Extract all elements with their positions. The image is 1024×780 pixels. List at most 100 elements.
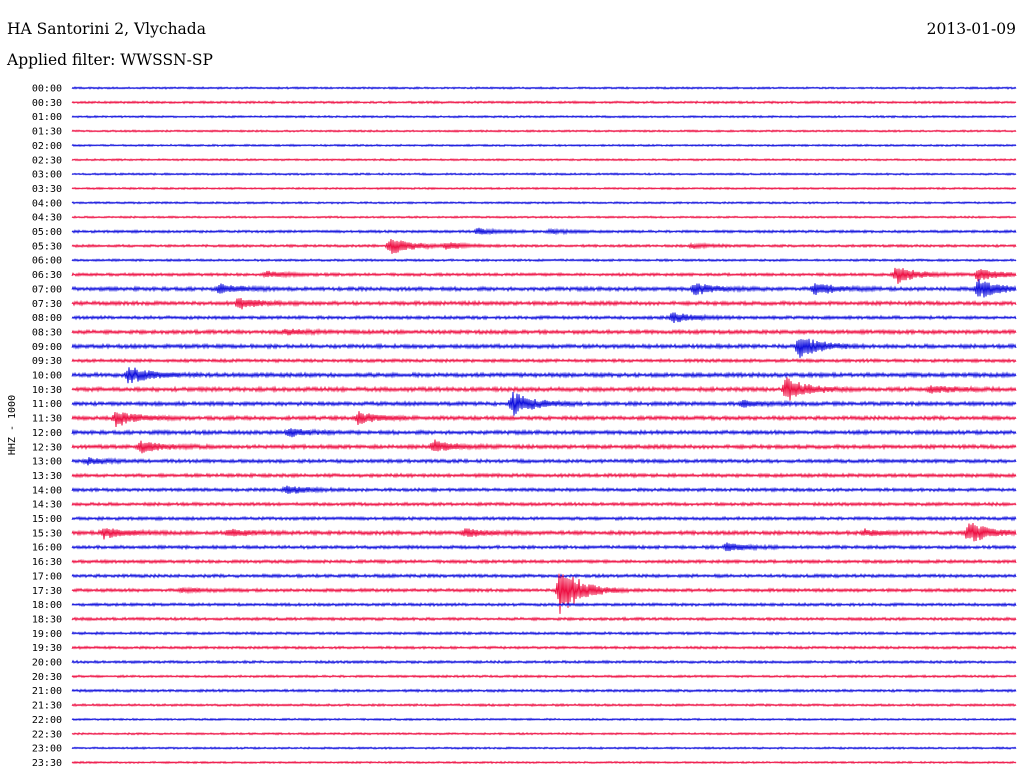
- seismic-trace-0130: [71, 129, 1017, 133]
- time-label: 02:00: [32, 141, 62, 152]
- seismic-trace-0030: [71, 100, 1017, 105]
- time-label: 10:00: [32, 371, 62, 382]
- seismic-trace-0330: [71, 186, 1017, 191]
- seismic-trace-0000: [71, 86, 1017, 90]
- seismic-trace-1100: [71, 391, 1017, 416]
- time-label: 10:30: [32, 385, 62, 396]
- y-axis-label: HHZ - 1000: [7, 395, 18, 455]
- time-label: 08:30: [32, 327, 62, 338]
- time-label: 13:00: [32, 457, 62, 468]
- time-label: 19:00: [32, 629, 62, 640]
- time-label: 13:30: [32, 471, 62, 482]
- station-title: HA Santorini 2, Vlychada: [7, 20, 206, 38]
- time-label: 16:30: [32, 557, 62, 568]
- seismic-trace-1430: [71, 501, 1017, 508]
- seismic-trace-2100: [71, 688, 1017, 694]
- seismic-trace-0230: [71, 157, 1017, 162]
- seismic-trace-2300: [71, 746, 1017, 751]
- time-label: 20:30: [32, 672, 62, 683]
- time-label: 06:00: [32, 256, 62, 267]
- seismic-trace-1130: [71, 411, 1017, 428]
- seismic-trace-0800: [71, 312, 1017, 323]
- time-label: 22:00: [32, 715, 62, 726]
- seismic-trace-1330: [71, 472, 1017, 479]
- seismic-trace-1500: [71, 515, 1017, 522]
- time-label: 05:00: [32, 227, 62, 238]
- time-label: 09:00: [32, 342, 62, 353]
- date-label: 2013-01-09: [926, 20, 1016, 38]
- seismic-trace-2030: [71, 674, 1017, 679]
- seismic-trace-0400: [71, 200, 1017, 205]
- time-label: 00:30: [32, 98, 62, 109]
- seismic-trace-0930: [71, 357, 1017, 364]
- time-label: 07:30: [32, 299, 62, 310]
- seismic-trace-1630: [71, 558, 1017, 565]
- seismic-trace-0730: [71, 298, 1017, 310]
- seismic-trace-0530: [71, 239, 1017, 254]
- seismic-trace-0300: [71, 172, 1017, 177]
- seismic-trace-1900: [71, 630, 1017, 636]
- seismic-trace-1000: [71, 367, 1017, 384]
- time-label: 01:00: [32, 112, 62, 123]
- time-label: 18:00: [32, 600, 62, 611]
- seismic-trace-2130: [71, 702, 1017, 708]
- seismic-traces: [71, 86, 1017, 765]
- seismic-trace-1530: [71, 522, 1017, 542]
- seismic-trace-2230: [71, 731, 1017, 736]
- time-label: 11:30: [32, 414, 62, 425]
- seismic-trace-1700: [71, 572, 1017, 579]
- seismic-trace-1600: [71, 542, 1017, 552]
- seismic-trace-1930: [71, 645, 1017, 651]
- time-label: 23:00: [32, 744, 62, 755]
- filter-label: Applied filter: WWSSN-SP: [7, 51, 213, 69]
- time-label: 14:30: [32, 500, 62, 511]
- time-label: 20:00: [32, 658, 62, 669]
- time-label: 15:00: [32, 514, 62, 525]
- time-label: 12:30: [32, 442, 62, 453]
- time-label: 14:00: [32, 485, 62, 496]
- time-label: 18:30: [32, 614, 62, 625]
- seismic-trace-1800: [71, 601, 1017, 608]
- time-label: 09:30: [32, 356, 62, 367]
- seismic-trace-1200: [71, 428, 1017, 438]
- time-label: 15:30: [32, 528, 62, 539]
- time-label: 19:30: [32, 643, 62, 654]
- time-label: 01:30: [32, 127, 62, 138]
- time-label: 21:30: [32, 701, 62, 712]
- time-label: 12:00: [32, 428, 62, 439]
- time-label: 22:30: [32, 729, 62, 740]
- seismic-trace-0200: [71, 143, 1017, 148]
- time-label: 04:00: [32, 198, 62, 209]
- time-label: 21:00: [32, 686, 62, 697]
- seismic-trace-0630: [71, 267, 1017, 284]
- seismic-trace-2000: [71, 659, 1017, 665]
- seismic-trace-0700: [71, 279, 1017, 298]
- time-label: 17:30: [32, 586, 62, 597]
- time-label: 07:00: [32, 284, 62, 295]
- seismic-trace-0900: [71, 338, 1017, 358]
- seismic-trace-2330: [71, 760, 1017, 765]
- time-label: 06:30: [32, 270, 62, 281]
- time-label: 00:00: [32, 84, 62, 95]
- seismic-trace-2200: [71, 717, 1017, 722]
- time-label: 17:00: [32, 571, 62, 582]
- seismic-trace-0430: [71, 215, 1017, 219]
- seismic-trace-1300: [71, 457, 1017, 466]
- seismic-trace-1730: [71, 573, 1017, 614]
- time-label: 04:30: [32, 213, 62, 224]
- seismic-trace-0600: [71, 258, 1017, 263]
- seismic-trace-1400: [71, 485, 1017, 494]
- seismic-trace-1230: [71, 439, 1017, 454]
- seismic-trace-1030: [71, 377, 1017, 401]
- time-label: 02:30: [32, 155, 62, 166]
- seismic-trace-1830: [71, 616, 1017, 622]
- time-labels: 00:00 00:30 01:00 01:30 02:00 02:30 03:00 03:30…: [32, 84, 62, 769]
- seismic-trace-0100: [71, 114, 1017, 119]
- time-label: 05:30: [32, 241, 62, 252]
- time-label: 08:00: [32, 313, 62, 324]
- time-label: 16:00: [32, 543, 62, 554]
- time-label: 03:00: [32, 170, 62, 181]
- time-label: 23:30: [32, 758, 62, 769]
- seismic-trace-0500: [71, 227, 1017, 236]
